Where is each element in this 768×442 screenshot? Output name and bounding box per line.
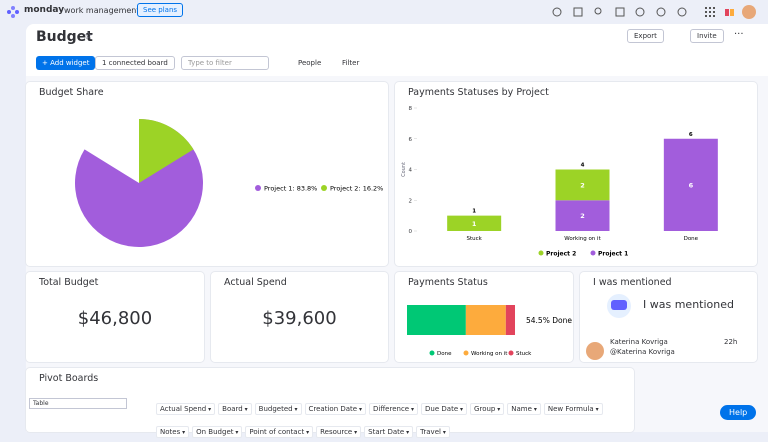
logo (7, 6, 19, 18)
export[interactable]: Export (627, 29, 664, 43)
help[interactable]: Help (720, 405, 757, 420)
widget-title: Pivot Boards (39, 373, 99, 384)
board-header: Budget ☆ Export Invite ··· + Add widget … (26, 24, 768, 76)
widget-title: Payments Statuses by Project (408, 87, 549, 98)
see-plans[interactable]: See plans (137, 3, 184, 17)
column-chip[interactable]: Board (218, 403, 252, 415)
board-title: Budget (36, 29, 93, 45)
star[interactable]: ☆ (84, 31, 93, 42)
invite[interactable]: Invite (690, 29, 724, 43)
widget-title: Actual Spend (224, 277, 287, 288)
connected[interactable]: 1 connected board (95, 56, 175, 70)
mention-heading: I was mentioned (643, 298, 734, 311)
column-chips: Actual SpendBoardBudgetedCreation DateDi… (156, 396, 626, 442)
widget: I was mentioned I was mentioned Katerina… (580, 272, 757, 362)
add-widget-label: Add widget (50, 59, 90, 67)
column-chip[interactable]: Travel (416, 426, 450, 438)
widget: Total Budget $46,800 (26, 272, 204, 362)
column-chip[interactable]: Point of contact (245, 426, 314, 438)
widget: Payments Statuses by Project (395, 82, 757, 266)
mention-time: 22h (724, 338, 738, 346)
number: $39,600 (262, 308, 337, 329)
column-chip[interactable]: Budgeted (254, 403, 302, 415)
column-chip[interactable]: Difference (369, 403, 419, 415)
page: {"header":{"brand":"monday","product":"w… (0, 0, 768, 432)
top-bar: monday work management See plans (0, 0, 768, 24)
filter[interactable]: Filter (342, 59, 360, 67)
number: $46,800 (77, 308, 153, 329)
filter-input[interactable]: Type to filter (181, 56, 269, 70)
column-chip[interactable]: Start Date (364, 426, 414, 438)
widget-title: Payments Status (408, 277, 488, 288)
column-chip[interactable]: Group (470, 403, 505, 415)
brand: monday (24, 5, 65, 15)
mention-handle: @Katerina Kovriga (610, 348, 675, 356)
column-chip[interactable]: Due Date (421, 403, 468, 415)
more[interactable]: ··· (734, 29, 744, 40)
column-chip[interactable]: New Formula (543, 403, 603, 415)
column-chip[interactable]: Name (507, 403, 541, 415)
widget: Pivot Boards Table Actual SpendBoardBudg… (26, 368, 634, 438)
column-chip[interactable]: Notes (156, 426, 190, 438)
mention-icon (607, 294, 631, 318)
add-widget[interactable]: + Add widget (36, 56, 96, 70)
widget-title: Total Budget (39, 277, 99, 288)
column-chip[interactable]: On Budget (192, 426, 243, 438)
widget: Budget Share (26, 82, 388, 266)
column-chip[interactable]: Resource (316, 426, 362, 438)
avatar (586, 342, 604, 360)
widget: Payments Status (395, 272, 573, 362)
widget-title: I was mentioned (593, 277, 672, 288)
mention-name: Katerina Kovriga (610, 338, 668, 346)
header-icons (552, 5, 756, 19)
column-chip[interactable]: Actual Spend (156, 403, 216, 415)
column-chip[interactable]: Creation Date (304, 403, 367, 415)
people[interactable]: People (298, 59, 322, 67)
widget: Actual Spend $39,600 (211, 272, 388, 362)
view-select[interactable]: Table (29, 398, 127, 409)
widget-title: Budget Share (39, 87, 104, 98)
product: work management (64, 6, 140, 15)
